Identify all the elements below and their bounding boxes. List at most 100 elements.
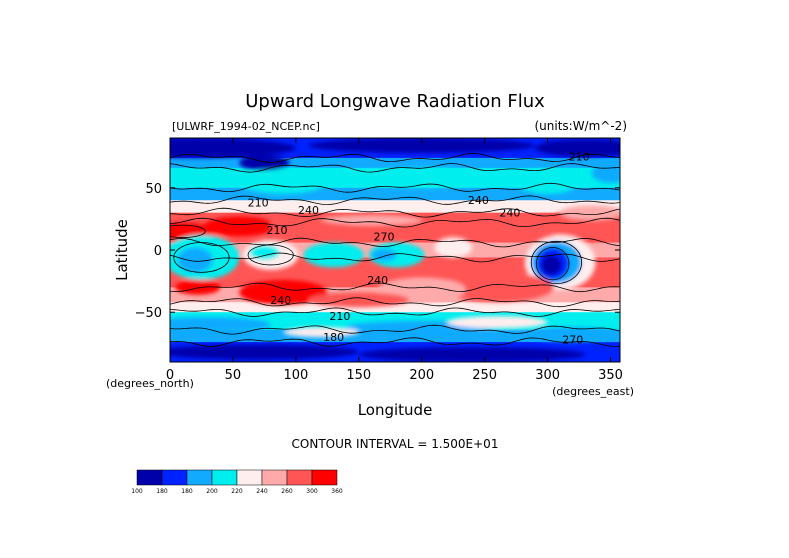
flux-region-1 <box>308 138 536 153</box>
contour-line-4 <box>170 207 620 218</box>
colorbar-swatch-7 <box>311 469 338 486</box>
flux-region-34 <box>528 327 617 343</box>
flux-region-14 <box>560 205 620 221</box>
x-tick-label-0: 0 <box>166 368 174 383</box>
colorbar-label-6: 260 <box>281 488 293 495</box>
contour-line-8 <box>170 282 620 293</box>
y-tick-label-0: −50 <box>135 306 162 321</box>
flux-region-9 <box>203 216 275 237</box>
colorbar-label-5: 240 <box>256 488 268 495</box>
contour-label-2: 240 <box>468 194 489 207</box>
x-tick-label-2: 100 <box>283 368 308 383</box>
flux-region-7 <box>591 162 620 183</box>
flux-region-37 <box>170 344 359 360</box>
flux-region-26 <box>541 254 562 275</box>
contour-lines <box>170 152 620 347</box>
contour-labels: 240 210 240 240 210 270 240 240 210 180 270 210 <box>248 151 590 347</box>
colorbar: 100 180 180 200 220 240 260 300 360 <box>131 469 343 495</box>
closed-contour-4 <box>170 224 206 238</box>
contour-label-8: 210 <box>329 310 350 323</box>
contour-line-7 <box>170 252 620 263</box>
flux-region-38 <box>358 347 586 362</box>
units-label: (units:W/m^-2) <box>534 119 627 133</box>
y-units-label: (degrees_north) <box>106 377 194 390</box>
flux-region-5 <box>516 169 580 194</box>
y-tick-label-1: 0 <box>154 244 162 259</box>
colorbar-label-7: 300 <box>306 488 318 495</box>
contour-line-1 <box>170 163 620 173</box>
contour-label-0: 240 <box>298 204 319 217</box>
contour-line-2 <box>170 182 620 193</box>
x-units-label: (degrees_east) <box>552 385 634 398</box>
contour-label-6: 240 <box>367 274 388 287</box>
band-1 <box>170 157 620 169</box>
flux-regions <box>170 138 620 362</box>
flux-region-19 <box>303 242 364 268</box>
contour-line-6 <box>170 237 620 248</box>
x-axis-ticks: 0 50 100 150 200 250 300 350 <box>166 138 623 383</box>
flux-region-35 <box>283 327 359 338</box>
contour-line-10 <box>170 307 620 317</box>
y-axis-ticks: −50 0 50 <box>135 182 620 321</box>
flux-region-29 <box>440 272 554 303</box>
flux-field: 240 210 240 240 210 270 240 240 210 180 270 210 <box>170 138 620 362</box>
colorbar-swatch-4 <box>236 469 263 486</box>
flux-region-27 <box>175 279 221 295</box>
x-tick-label-1: 50 <box>225 368 242 383</box>
y-tick-label-2: 50 <box>145 182 162 197</box>
flux-region-12 <box>321 215 422 226</box>
colorbar-label-8: 360 <box>331 488 343 495</box>
x-tick-label-7: 350 <box>598 368 623 383</box>
colorbar-swatch-1 <box>161 469 188 486</box>
flux-region-2 <box>535 139 620 157</box>
contour-label-3: 240 <box>499 207 520 220</box>
contour-line-9 <box>170 297 620 308</box>
x-tick-label-4: 200 <box>409 368 434 383</box>
colorbar-swatch-3 <box>211 469 238 486</box>
flux-region-0 <box>170 138 296 158</box>
contour-label-11: 210 <box>569 151 590 164</box>
colorbar-swatch-5 <box>261 469 288 486</box>
closed-contour-2 <box>173 242 230 273</box>
flux-region-18 <box>249 245 280 260</box>
flux-region-31 <box>308 292 410 308</box>
contour-line-3 <box>170 195 620 206</box>
colorbar-label-3: 200 <box>206 488 218 495</box>
band-10 <box>170 302 620 313</box>
closed-contour-1 <box>535 247 570 281</box>
colorbar-swatch-6 <box>286 469 313 486</box>
contour-label-1: 210 <box>248 197 269 210</box>
colorbar-swatch-0 <box>136 469 163 486</box>
colorbar-label-1: 180 <box>156 488 168 495</box>
x-tick-label-6: 300 <box>535 368 560 383</box>
contour-label-9: 180 <box>323 331 344 344</box>
contour-line-11 <box>170 324 620 335</box>
flux-region-16 <box>177 247 213 273</box>
file-label: [ULWRF_1994-02_NCEP.nc] <box>172 120 320 133</box>
contour-label-10: 270 <box>562 334 583 347</box>
flux-region-22 <box>434 237 473 258</box>
flux-region-32 <box>170 317 271 333</box>
x-tick-label-3: 150 <box>346 368 371 383</box>
contour-line-0 <box>170 152 620 163</box>
band-4 <box>170 200 620 214</box>
closed-contour-3 <box>247 244 294 266</box>
colorbar-label-2: 180 <box>181 488 193 495</box>
flux-region-36 <box>446 315 548 329</box>
flux-region-3 <box>239 169 328 194</box>
x-axis-label: Longitude <box>358 401 433 419</box>
colorbar-label-0: 100 <box>131 488 143 495</box>
x-tick-label-5: 250 <box>472 368 497 383</box>
flux-region-28 <box>239 279 328 305</box>
contour-label-5: 270 <box>373 230 394 243</box>
contour-line-12 <box>170 337 620 347</box>
contour-label-4: 210 <box>266 224 287 237</box>
chart-title: Upward Longwave Radiation Flux <box>245 91 545 112</box>
colorbar-label-4: 220 <box>231 488 243 495</box>
contour-label-7: 240 <box>270 294 291 307</box>
colorbar-swatch-2 <box>186 469 213 486</box>
contour-interval-text: CONTOUR INTERVAL = 1.500E+01 <box>292 437 499 451</box>
flux-region-4 <box>358 167 485 188</box>
closed-contour-0 <box>530 240 583 285</box>
